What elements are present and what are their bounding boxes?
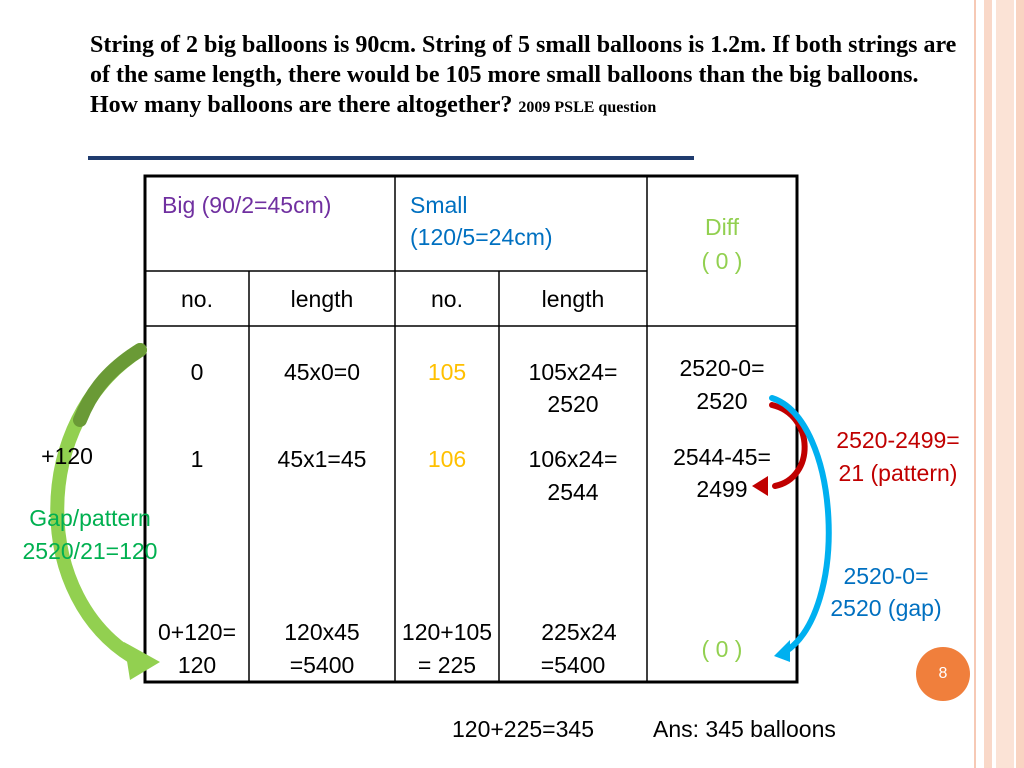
page-number: 8: [938, 665, 948, 682]
subheader-small-length: length: [541, 286, 605, 312]
row1-big-length: 45x0=0: [283, 359, 361, 385]
question-text: String of 2 big balloons is 90cm. String…: [90, 32, 957, 118]
row3-big-length-1: 120x45: [284, 619, 360, 645]
row3-big-no-1: 0+120=: [157, 619, 237, 645]
decor-stripe-1: [974, 0, 976, 768]
row3-big-no-2: 120: [177, 652, 217, 678]
row3-big-length-2: =5400: [289, 652, 355, 678]
green-arrowhead: [124, 642, 160, 680]
decor-stripe-2: [984, 0, 992, 768]
header-small-2: (120/5=24cm): [410, 224, 553, 250]
green-arrow-shade: [73, 343, 147, 427]
row2-small-no: 106: [427, 446, 467, 472]
row3-diff: ( 0 ): [701, 636, 743, 662]
red-curved-arrow: [769, 402, 808, 489]
footer-answer: Ans: 345 balloons: [653, 716, 836, 742]
gap-pattern-label-1: Gap/pattern: [29, 505, 151, 531]
row3-small-length-2: =5400: [540, 652, 606, 678]
row2-big-no: 1: [190, 446, 204, 472]
row2-small-length-1: 106x24=: [528, 446, 618, 472]
row1-diff-1: 2520-0=: [679, 355, 765, 381]
cyan-curved-arrow: [769, 395, 832, 655]
row2-diff-1: 2544-45=: [673, 444, 771, 470]
header-small-1: Small: [410, 192, 468, 218]
header-big: Big (90/2=45cm): [162, 192, 332, 218]
row2-big-length: 45x1=45: [277, 446, 367, 472]
footer-sum: 120+225=345: [452, 716, 594, 742]
decor-stripe-3: [996, 0, 1014, 768]
decor-stripe-4: [1016, 0, 1024, 768]
row1-small-length-2: 2520: [547, 391, 599, 417]
row1-small-no: 105: [427, 359, 467, 385]
row3-small-length-1: 225x24: [541, 619, 617, 645]
gap-calc-2: 2520 (gap): [830, 595, 942, 621]
subheader-big-no: no.: [181, 286, 213, 312]
red-arrowhead: [752, 476, 768, 496]
question: String of 2 big balloons is 90cm. String…: [90, 30, 970, 123]
gap-calc-1: 2520-0=: [843, 563, 929, 589]
row1-diff-2: 2520: [696, 388, 748, 414]
row1-small-length-1: 105x24=: [528, 359, 618, 385]
page-number-badge: 8: [916, 647, 970, 701]
pattern-calc-1: 2520-2499=: [836, 427, 960, 453]
header-diff-2: ( 0 ): [701, 248, 743, 274]
row2-small-length-2: 2544: [547, 479, 599, 505]
question-source: 2009 PSLE question: [518, 99, 657, 116]
plus-120-label: +120: [41, 443, 93, 469]
gap-pattern-label-2: 2520/21=120: [22, 538, 158, 564]
title-underline: [88, 156, 694, 160]
row1-big-no: 0: [190, 359, 204, 385]
pattern-calc-2: 21 (pattern): [838, 460, 958, 486]
subheader-big-length: length: [290, 286, 354, 312]
row3-small-no-2: = 225: [417, 652, 477, 678]
row3-small-no-1: 120+105: [401, 619, 493, 645]
row2-diff-2: 2499: [696, 476, 748, 502]
subheader-small-no: no.: [431, 286, 463, 312]
cyan-arrowhead: [774, 640, 790, 662]
header-diff-1: Diff: [704, 214, 740, 240]
